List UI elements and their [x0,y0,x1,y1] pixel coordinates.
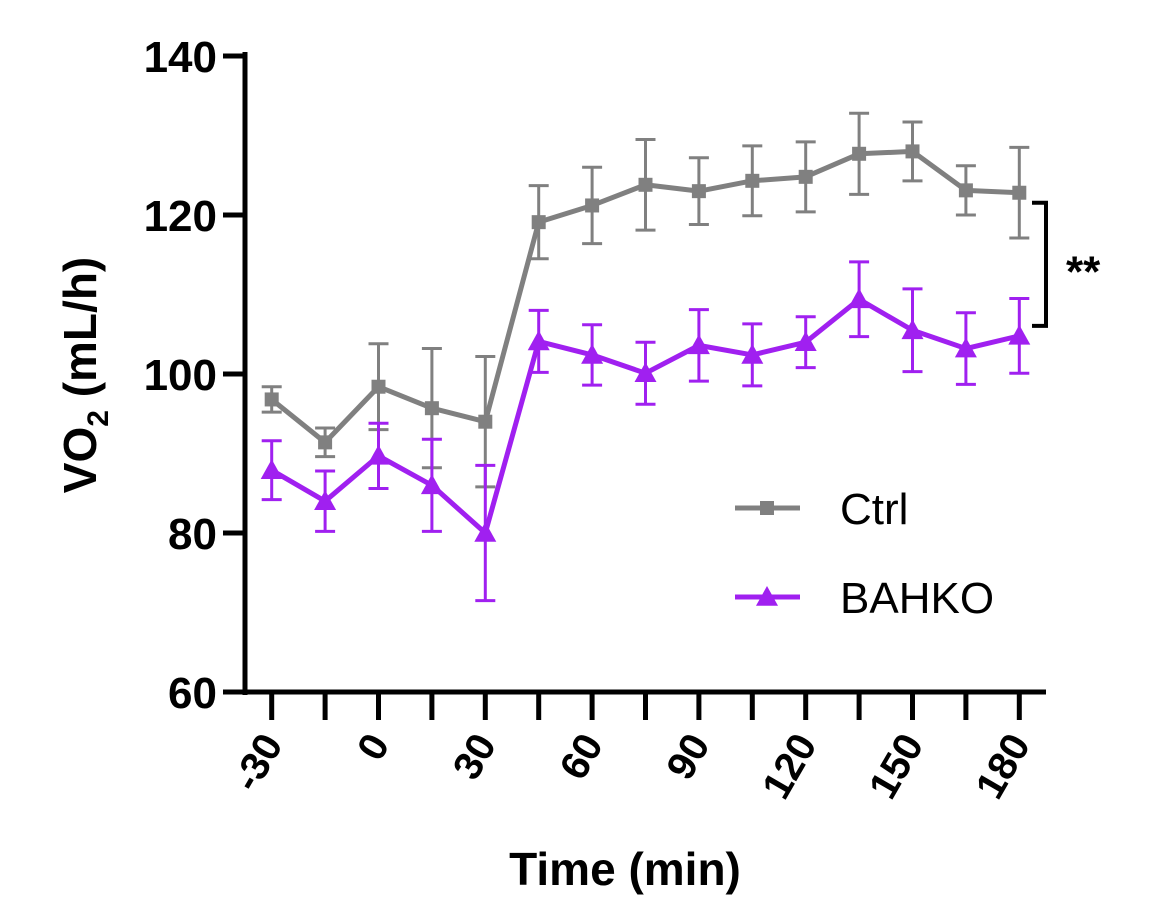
x-axis-title: Time (min) [509,843,741,895]
legend-label: BAHKO [840,574,994,623]
legend: Ctrl BAHKO [735,485,994,623]
legend-swatch-marker [760,501,774,515]
data-point [634,362,657,383]
x-tick-label: -30 [224,727,291,799]
data-point [527,330,550,351]
data-point [798,169,813,184]
data-point [1012,185,1027,200]
x-tick-label: 60 [552,727,612,788]
data-point [638,177,653,192]
data-point [478,414,493,429]
data-point [318,435,333,450]
data-point [260,459,283,479]
data-point [852,146,867,161]
data-point [901,319,924,340]
data-point [687,334,710,355]
data-point [424,401,439,416]
data-point [581,343,604,364]
data-point [905,144,920,159]
data-point [531,215,546,230]
y-axis-title-main: VO [54,427,106,493]
data-point [314,490,337,510]
data-point [371,379,386,394]
data-point [958,183,973,198]
data-point [367,444,390,465]
data-point [848,288,871,309]
y-tick-label: 120 [144,192,217,241]
data-point [474,522,497,542]
x-tick-label: 120 [754,727,825,807]
data-point [741,343,764,364]
y-tick-label: 140 [144,33,217,82]
significance-bracket [1032,200,1048,328]
annotation-layer: ** [1032,200,1101,328]
y-tick-label: 100 [144,351,217,400]
data-point [954,337,977,358]
data-point [585,198,600,213]
y-tick-label: 60 [168,669,217,718]
y-tick-label: 80 [168,510,217,559]
legend-item-bahko: BAHKO [735,574,994,623]
x-tick-label: 30 [445,727,505,788]
legend-item-ctrl: Ctrl [735,485,908,534]
x-tick-label: 180 [968,727,1039,807]
series-ctrl [261,111,1030,489]
x-tick-label: 90 [658,727,718,788]
y-axis-title: VO2 (mL/h) [54,257,115,493]
y-axis-title-unit: (mL/h) [54,257,106,410]
data-point [264,392,279,407]
legend-label: Ctrl [840,485,908,534]
series-layer [260,111,1031,603]
series-bahko [260,260,1031,603]
data-point [691,184,706,199]
significance-label: ** [1066,247,1101,296]
data-point [1008,324,1031,345]
y-axis-title-subscript: 2 [82,410,115,427]
x-tick-label: 0 [349,727,398,768]
data-point [794,331,817,351]
data-point [420,474,443,495]
legend-swatch-marker [756,586,778,606]
x-tick-label: 150 [861,727,932,807]
data-point [745,173,760,188]
